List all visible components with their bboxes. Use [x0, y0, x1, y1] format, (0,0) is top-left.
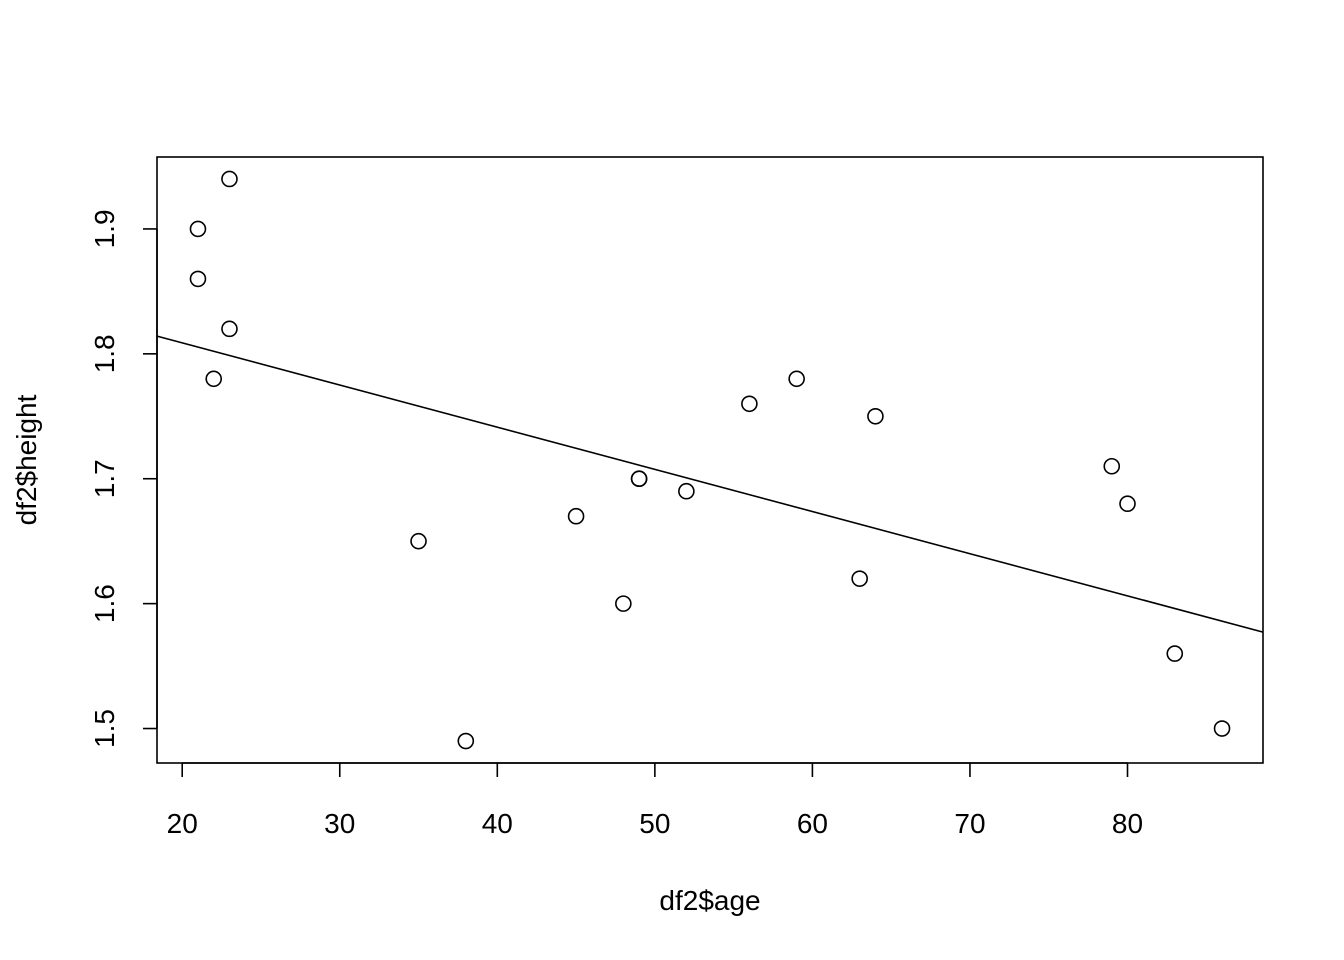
data-point	[410, 532, 427, 550]
data-point	[678, 482, 695, 500]
data-point	[1103, 457, 1121, 475]
regression-line-group	[156, 335, 1264, 633]
data-point	[457, 732, 475, 750]
data-point	[1119, 495, 1136, 513]
data-point	[630, 470, 648, 488]
x-tick-label: 50	[639, 808, 670, 839]
data-point	[1213, 720, 1231, 737]
x-tick-label: 60	[797, 808, 828, 839]
data-point	[867, 407, 884, 425]
plot-frame	[156, 156, 1264, 764]
data-point	[788, 370, 805, 388]
y-axis-label: df2$height	[11, 394, 42, 525]
data-point	[741, 395, 758, 413]
x-tick-label: 20	[167, 808, 198, 839]
data-point	[189, 270, 207, 288]
data-point	[615, 595, 632, 612]
y-axis: 1.5 1.6 1.7 1.8 1.9	[89, 209, 158, 748]
x-tick-label: 40	[482, 808, 513, 839]
x-tick-label: 80	[1112, 808, 1143, 839]
y-tick-label: 1.7	[89, 459, 120, 498]
data-point	[851, 570, 868, 587]
data-point	[1166, 645, 1184, 662]
data-point	[221, 320, 238, 338]
data-point	[189, 220, 207, 238]
y-tick-label: 1.9	[89, 209, 120, 248]
y-tick-label: 1.8	[89, 334, 120, 373]
data-point	[221, 170, 238, 188]
regression-line	[156, 335, 1264, 633]
data-point	[205, 370, 223, 388]
x-axis-label: df2$age	[659, 885, 760, 916]
x-tick-label: 30	[324, 808, 355, 839]
x-axis: 20 30 40 50 60 70 80	[167, 762, 1143, 839]
x-tick-label: 70	[954, 808, 985, 839]
data-point	[567, 507, 585, 525]
data-points	[189, 170, 1231, 750]
y-tick-label: 1.5	[89, 709, 120, 748]
y-tick-label: 1.6	[89, 584, 120, 623]
